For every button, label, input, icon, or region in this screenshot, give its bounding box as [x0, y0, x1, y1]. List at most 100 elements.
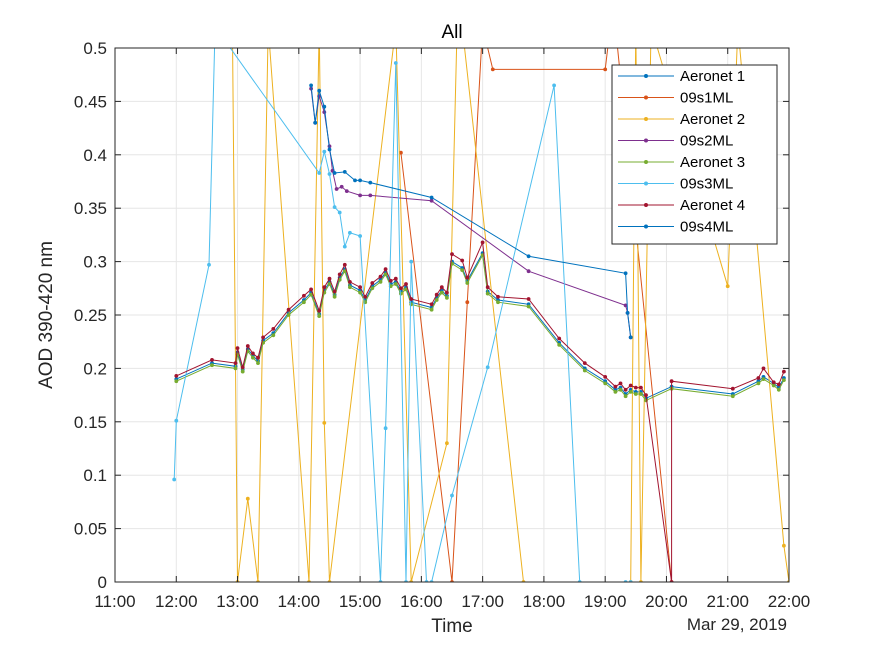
data-point — [322, 104, 327, 109]
data-point — [496, 294, 500, 299]
x-axis-date-label: Mar 29, 2019 — [687, 615, 787, 634]
data-point — [460, 258, 465, 263]
data-point — [327, 282, 332, 286]
data-point — [628, 383, 633, 388]
data-point — [332, 205, 337, 210]
y-tick-label: 0.3 — [83, 253, 107, 272]
data-point — [761, 366, 766, 371]
data-point — [207, 262, 211, 267]
y-tick-label: 0.1 — [83, 466, 107, 485]
data-point — [240, 369, 245, 374]
series-5 — [174, 253, 786, 403]
data-point — [240, 365, 245, 370]
data-point — [256, 355, 260, 360]
x-tick-label: 14:00 — [278, 592, 321, 611]
data-point — [302, 293, 306, 298]
data-point — [322, 421, 327, 425]
data-point — [358, 234, 362, 238]
data-point — [261, 335, 265, 340]
data-point — [644, 393, 648, 397]
data-point — [342, 269, 347, 274]
data-point — [174, 374, 179, 378]
data-point — [445, 296, 449, 300]
data-point — [337, 272, 342, 277]
data-point — [736, 25, 740, 29]
data-point — [378, 274, 383, 279]
data-point — [439, 290, 444, 295]
data-point — [526, 254, 531, 259]
data-point — [633, 385, 638, 390]
x-tick-label: 16:00 — [400, 592, 443, 611]
data-point — [370, 286, 375, 291]
data-point — [332, 289, 337, 294]
data-point — [623, 394, 628, 399]
data-point — [465, 300, 470, 305]
data-point — [485, 365, 490, 370]
y-tick-label: 0.05 — [74, 520, 107, 539]
data-point — [399, 150, 403, 155]
data-point — [337, 210, 342, 215]
data-point — [409, 259, 414, 264]
data-point — [782, 378, 786, 382]
data-point — [368, 193, 373, 198]
data-point — [251, 355, 255, 360]
data-point — [383, 426, 388, 431]
data-point — [480, 240, 485, 245]
series-8 — [309, 83, 633, 340]
data-point — [399, 291, 403, 296]
data-point — [725, 284, 730, 289]
data-point — [603, 381, 608, 386]
x-axis-title: Time — [431, 616, 473, 637]
data-point — [776, 382, 781, 387]
legend-swatch-marker — [644, 181, 648, 186]
legend-entry-label: 09s3ML — [680, 176, 733, 193]
data-point — [235, 346, 240, 350]
data-point — [393, 282, 398, 286]
data-point — [429, 198, 434, 203]
x-tick-label: 18:00 — [523, 592, 566, 611]
data-point — [409, 302, 414, 307]
data-point — [172, 477, 177, 482]
legend-swatch-marker — [644, 138, 648, 143]
data-point — [460, 268, 465, 272]
legend-entry-label: Aeronet 2 — [680, 111, 745, 128]
data-point — [490, 67, 495, 72]
x-tick-label: 21:00 — [706, 592, 749, 611]
data-point — [342, 262, 347, 267]
data-point — [526, 297, 531, 301]
data-point — [756, 376, 761, 380]
data-point — [348, 280, 352, 284]
data-point — [271, 333, 276, 338]
series-line — [176, 251, 785, 399]
data-point — [344, 189, 349, 194]
data-point — [429, 302, 434, 307]
data-point — [233, 361, 238, 365]
legend-swatch-marker — [644, 203, 648, 207]
data-point — [383, 267, 388, 271]
data-point — [429, 307, 434, 312]
data-point — [309, 83, 313, 88]
data-point — [322, 149, 327, 154]
y-tick-label: 0.15 — [74, 413, 107, 432]
legend-entry-label: 09s4ML — [680, 219, 733, 236]
series-line — [176, 253, 785, 402]
data-point — [231, 25, 235, 29]
axes — [114, 47, 790, 583]
legend-swatch-marker — [644, 117, 648, 121]
data-point — [496, 300, 500, 305]
data-point — [245, 344, 250, 348]
data-point — [271, 327, 276, 331]
data-point — [439, 285, 444, 290]
data-point — [266, 25, 270, 29]
data-point — [582, 368, 587, 373]
data-point — [342, 170, 347, 174]
data-point — [450, 252, 454, 256]
data-point — [639, 392, 643, 396]
data-point — [557, 343, 562, 347]
data-point — [465, 275, 470, 280]
data-point — [404, 282, 408, 286]
data-point — [623, 271, 628, 276]
data-point — [730, 386, 735, 391]
data-point — [618, 387, 623, 392]
data-point — [388, 278, 393, 283]
